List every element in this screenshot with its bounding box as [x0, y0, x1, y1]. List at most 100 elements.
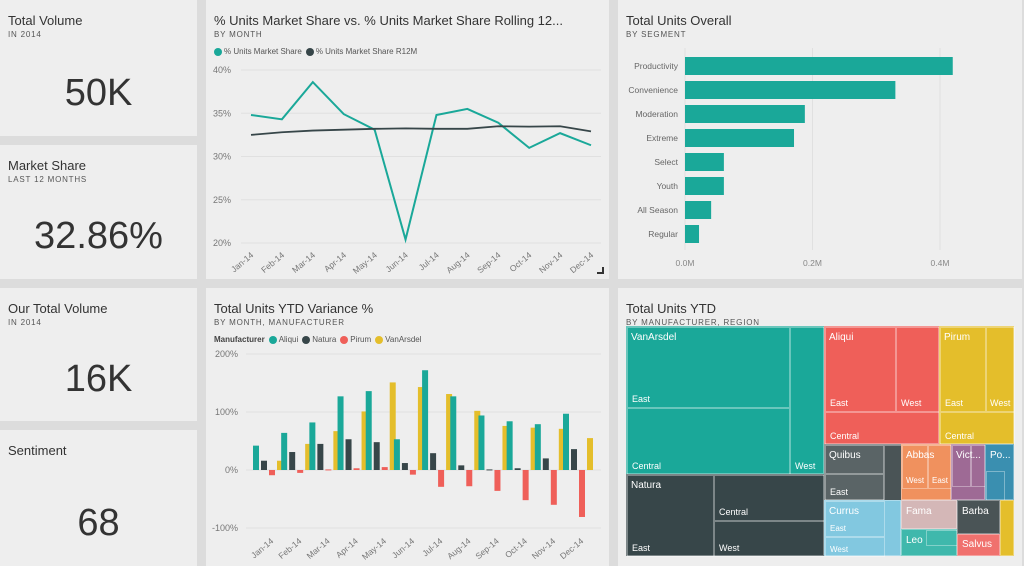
bar-aliqui [422, 370, 429, 470]
legend-item[interactable]: VanArsdel [375, 335, 422, 344]
kpi-value: 16K [64, 358, 133, 400]
treemap-node-po[interactable]: Po... [985, 444, 1014, 501]
x-tick-label: Apr-14 [322, 250, 348, 274]
y-tick-label: Convenience [628, 85, 678, 95]
treemap-node-fama[interactable]: Fama [901, 500, 957, 529]
y-tick-label: Extreme [646, 133, 678, 143]
treemap-node-quibus-sub[interactable] [825, 445, 884, 474]
kpi-tile-total-volume[interactable]: Total Volume IN 2014 50K [0, 0, 197, 136]
treemap-node-pirum-east[interactable]: East [940, 327, 986, 412]
bar-moderation [685, 105, 805, 123]
resize-handle-icon[interactable] [597, 267, 604, 274]
treemap-node-pirum-central[interactable]: Central [940, 412, 1015, 445]
line-chart-plot: 20% 25% 30% 35% 40% Jan-14 Feb-14 Mar-14 Apr-14 M… [213, 65, 601, 276]
treemap-node-aliqui-west[interactable]: West [896, 327, 940, 412]
treemap-node-currus[interactable]: Currus East West [824, 500, 901, 557]
x-tick-label: Jul-14 [417, 250, 441, 273]
legend-dot-icon [305, 47, 314, 56]
x-tick-label: Feb-14 [259, 250, 286, 275]
chart-title: Total Units Overall [626, 13, 732, 28]
treemap-node-leo[interactable]: Leo [901, 529, 958, 556]
segment-bar-chart-tile[interactable]: Total Units Overall BY SEGMENT 0.0M 0.2M 0… [618, 0, 1022, 279]
treemap-node-abbas[interactable]: Abbas West East [901, 444, 952, 500]
x-tick-label: Jan-14 [249, 536, 276, 561]
treemap-node-currus-west[interactable]: West [825, 537, 885, 557]
variance-column-chart-tile[interactable]: Total Units YTD Variance % BY MONTH, MAN… [206, 288, 609, 566]
bar-select [685, 153, 724, 171]
treemap-node-po-sub[interactable] [986, 471, 1005, 501]
legend-item[interactable]: Pirum [340, 335, 371, 344]
legend-item[interactable]: Natura [302, 335, 336, 344]
bar-vanarsdel [446, 394, 453, 470]
treemap-node-natura[interactable]: Natura East Central West [626, 474, 825, 557]
legend-item[interactable]: % Units Market Share R12M [305, 47, 417, 56]
treemap-node-natura-central[interactable]: Central [714, 475, 825, 521]
bar-aliqui [563, 413, 569, 470]
bar-pirum [438, 470, 445, 487]
bar-youth [685, 177, 724, 195]
treemap-node-aliqui-central[interactable]: Central [825, 412, 940, 445]
treemap-node-quibus-sub[interactable] [884, 445, 902, 501]
treemap-node-aliqui-east[interactable]: East [825, 327, 896, 412]
treemap-node-pirum[interactable]: Pirum East West Central [939, 326, 1015, 445]
treemap-node-natura-east[interactable]: East [627, 475, 714, 557]
treemap-tile[interactable]: Total Units YTD BY MANUFACTURER, REGION … [618, 288, 1022, 566]
treemap-node-natura-west[interactable]: West [714, 521, 825, 557]
bar-convenience [685, 81, 896, 99]
legend-label: Natura [312, 335, 337, 344]
bar-vanarsdel [417, 387, 424, 470]
x-tick-label: Mar-14 [305, 536, 332, 561]
treemap-node-other[interactable] [1000, 500, 1014, 556]
x-tick-label: Aug-14 [445, 536, 473, 561]
node-label: Currus [829, 506, 860, 517]
bar-aliqui [450, 396, 457, 470]
x-tick-label: Dec-14 [558, 536, 586, 561]
treemap-node-vanarsdel-east[interactable]: East [627, 327, 790, 408]
x-tick-label: Aug-14 [444, 250, 472, 275]
market-share-line-chart-tile[interactable]: % Units Market Share vs. % Units Market … [206, 0, 609, 279]
x-tick-label: Feb-14 [276, 536, 303, 561]
treemap-node-abbas-east[interactable]: East [928, 445, 952, 489]
kpi-tile-sentiment[interactable]: Sentiment 68 [0, 430, 197, 566]
y-tick-label: Youth [657, 181, 679, 191]
treemap-node-vanarsdel[interactable]: VanArsdel East Central West [626, 326, 825, 475]
treemap-node-aliqui[interactable]: Aliqui East West Central [824, 326, 940, 445]
node-label: West [795, 461, 816, 471]
x-tick-label: May-14 [360, 536, 388, 562]
treemap-node-vanarsdel-central[interactable]: Central [627, 408, 790, 475]
legend-item[interactable]: % Units Market Share [214, 47, 302, 56]
treemap-node-leo-sub[interactable] [926, 530, 958, 546]
treemap-node-abbas-west[interactable]: West [902, 445, 928, 489]
x-tick-label: Sep-14 [473, 536, 501, 561]
treemap-node-salvus[interactable]: Salvus [957, 534, 1000, 556]
bar-productivity [685, 57, 953, 75]
bar-pirum [466, 470, 473, 487]
bar-pirum [522, 470, 529, 501]
treemap-node-barba[interactable]: Barba [957, 500, 1000, 534]
x-tick-label: Apr-14 [334, 536, 360, 560]
kpi-tile-our-total-volume[interactable]: Our Total Volume IN 2014 16K [0, 288, 197, 421]
treemap-node-vict-sub[interactable] [952, 445, 971, 487]
treemap-node-vict[interactable]: Vict... [951, 444, 986, 500]
bar-vanarsdel [389, 382, 396, 470]
node-label: East [632, 543, 651, 553]
x-tick-label: Oct-14 [503, 536, 529, 560]
legend-item[interactable]: Aliqui [268, 335, 298, 344]
treemap-node-quibus[interactable]: Quibus East [824, 444, 902, 501]
treemap-node-currus-east[interactable]: East [825, 501, 885, 537]
node-label: East [830, 398, 849, 408]
treemap-node-vict-sub[interactable] [971, 445, 986, 487]
node-label: Central [719, 507, 749, 517]
x-tick-label: Jun-14 [383, 250, 410, 275]
chart-subtitle: BY SEGMENT [626, 30, 687, 39]
node-label: West [719, 543, 740, 553]
node-label: West [906, 476, 925, 485]
treemap-node-vanarsdel-west[interactable]: West [790, 327, 825, 475]
x-tick-label: 0.0M [676, 258, 695, 268]
treemap-node-quibus-east[interactable]: East [825, 474, 884, 501]
y-tick-label: 0% [225, 465, 238, 475]
treemap-node-pirum-west[interactable]: West [986, 327, 1015, 412]
y-tick-label: -100% [212, 523, 238, 533]
kpi-tile-market-share[interactable]: Market Share LAST 12 MONTHS 32.86% [0, 145, 197, 279]
bar-vanarsdel [474, 410, 481, 470]
